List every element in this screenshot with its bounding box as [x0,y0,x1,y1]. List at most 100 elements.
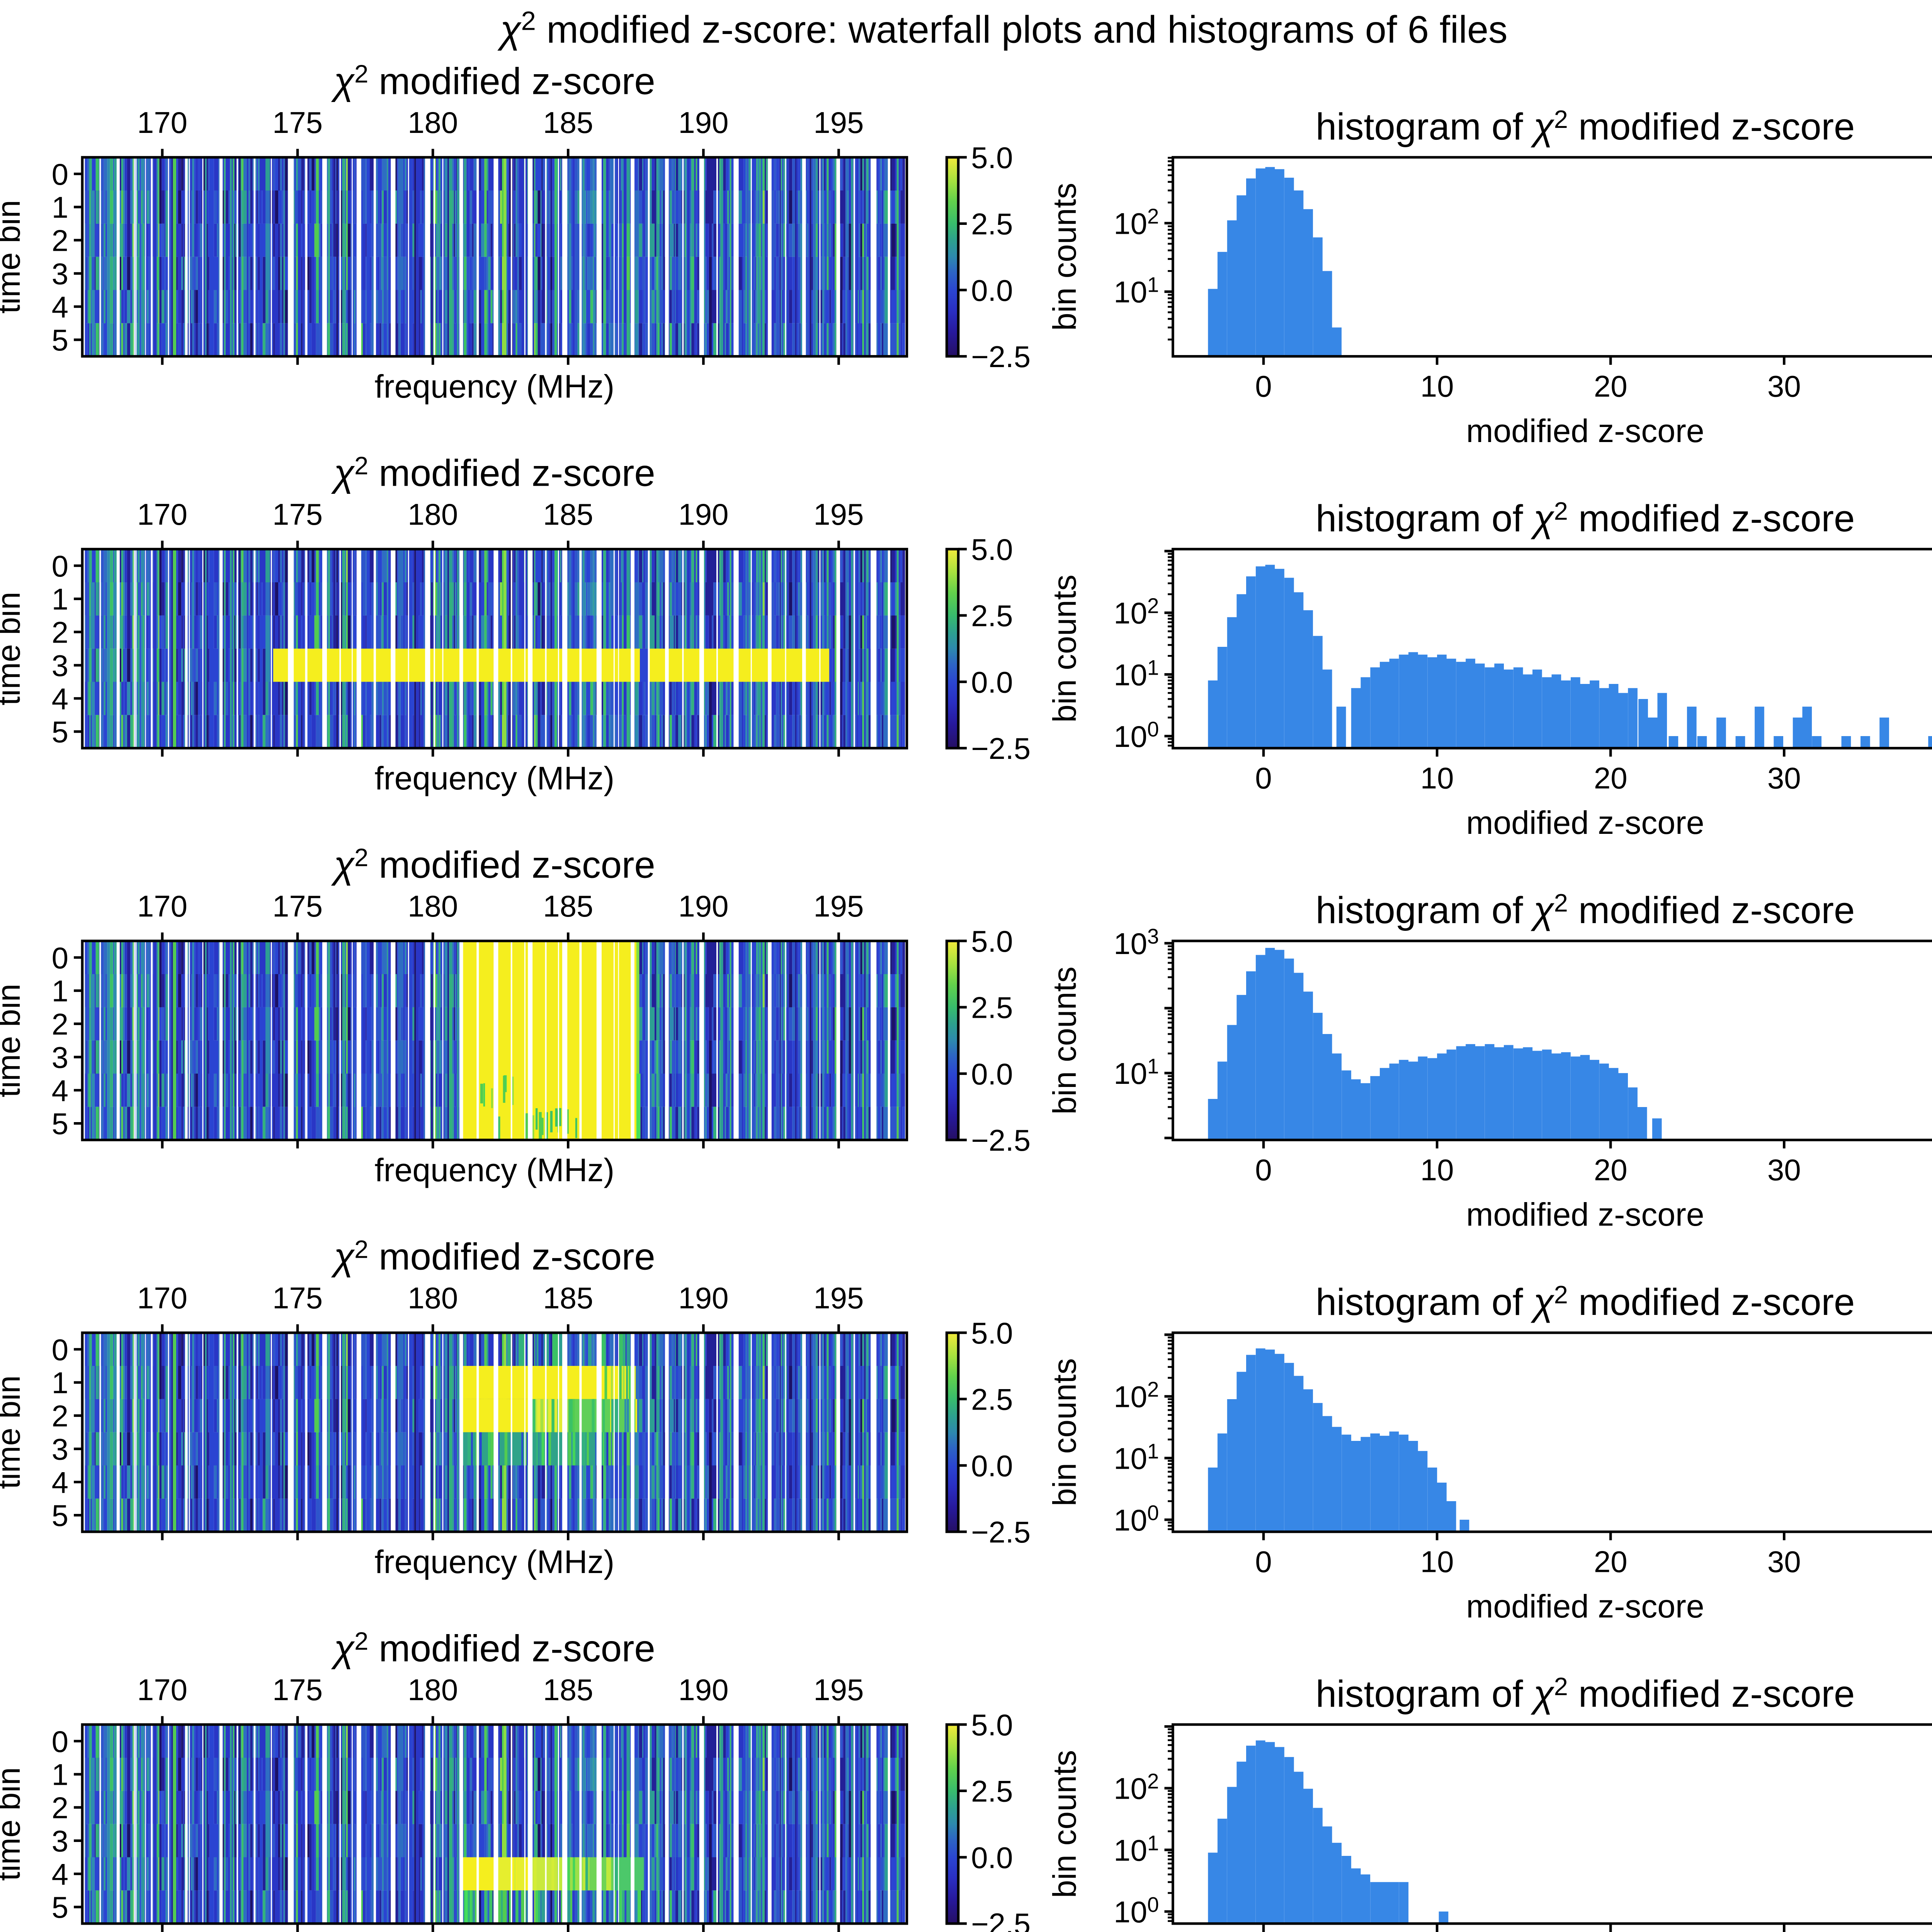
svg-text:180: 180 [408,105,458,139]
svg-text:0: 0 [1255,1545,1272,1579]
svg-text:170: 170 [137,889,187,923]
svg-text:10: 10 [1420,1545,1454,1579]
svg-text:2: 2 [52,1007,68,1041]
svg-text:5: 5 [52,1890,68,1924]
svg-text:195: 195 [813,105,864,139]
svg-text:bin counts: bin counts [1046,1750,1083,1898]
svg-text:100: 100 [1114,1893,1159,1929]
svg-text:190: 190 [678,889,728,923]
svg-text:0: 0 [1255,761,1272,795]
svg-text:10: 10 [1420,1153,1454,1187]
svg-text:1: 1 [52,1758,68,1792]
svg-text:4: 4 [52,1857,68,1891]
svg-text:4: 4 [52,1073,68,1107]
svg-text:2: 2 [52,1399,68,1433]
svg-text:χ2 modified z-score: χ2 modified z-score [331,60,655,102]
svg-text:χ2 modified z-score: χ2 modified z-score [331,1627,655,1669]
svg-text:3: 3 [52,1432,68,1466]
svg-text:χ2 modified z-score: χ2 modified z-score [331,843,655,886]
svg-text:175: 175 [272,889,323,923]
svg-text:5.0: 5.0 [971,1708,1013,1742]
svg-text:101: 101 [1114,273,1159,309]
svg-text:time bin: time bin [0,200,27,313]
svg-text:180: 180 [408,1673,458,1707]
svg-text:175: 175 [272,497,323,531]
svg-text:4: 4 [52,1465,68,1499]
svg-text:195: 195 [813,1673,864,1707]
svg-text:30: 30 [1767,761,1801,795]
svg-text:2: 2 [52,224,68,258]
svg-text:190: 190 [678,1281,728,1315]
svg-text:195: 195 [813,497,864,531]
svg-text:1: 1 [52,1366,68,1400]
svg-text:histogram of χ2 modified z-sco: histogram of χ2 modified z-score [1316,1672,1855,1715]
svg-text:20: 20 [1594,369,1628,403]
svg-text:time bin: time bin [0,984,27,1097]
svg-text:185: 185 [543,497,593,531]
svg-text:0: 0 [52,1333,68,1367]
svg-text:10: 10 [1420,761,1454,795]
svg-text:0: 0 [52,549,68,583]
svg-text:χ2 modified z-score: χ2 modified z-score [331,1235,655,1277]
svg-text:2: 2 [52,1791,68,1825]
svg-text:0.0: 0.0 [971,1841,1013,1875]
svg-text:histogram of χ2 modified z-sco: histogram of χ2 modified z-score [1316,105,1855,148]
svg-text:3: 3 [52,257,68,291]
svg-text:180: 180 [408,889,458,923]
svg-text:1: 1 [52,582,68,616]
svg-text:modified z-score: modified z-score [1466,804,1704,841]
svg-text:time bin: time bin [0,592,27,705]
svg-text:histogram of χ2 modified z-sco: histogram of χ2 modified z-score [1316,497,1855,539]
svg-text:30: 30 [1767,1545,1801,1579]
svg-text:histogram of χ2 modified z-sco: histogram of χ2 modified z-score [1316,889,1855,931]
svg-text:175: 175 [272,1673,323,1707]
svg-text:10: 10 [1420,369,1454,403]
svg-text:20: 20 [1594,1153,1628,1187]
svg-text:bin counts: bin counts [1046,575,1083,723]
svg-text:0.0: 0.0 [971,274,1013,308]
svg-text:2.5: 2.5 [971,1774,1013,1808]
svg-text:5: 5 [52,715,68,749]
svg-text:bin counts: bin counts [1046,1358,1083,1506]
svg-text:102: 102 [1114,1770,1159,1806]
svg-text:195: 195 [813,889,864,923]
svg-text:frequency (MHz): frequency (MHz) [374,1544,614,1580]
svg-text:5: 5 [52,323,68,357]
svg-text:frequency (MHz): frequency (MHz) [374,368,614,405]
svg-text:frequency (MHz): frequency (MHz) [374,1152,614,1188]
svg-text:0.0: 0.0 [971,665,1013,699]
svg-text:1: 1 [52,974,68,1008]
svg-text:185: 185 [543,1281,593,1315]
svg-text:180: 180 [408,1281,458,1315]
svg-text:modified z-score: modified z-score [1466,1588,1704,1624]
svg-text:−2.5: −2.5 [971,1123,1031,1157]
svg-text:0.0: 0.0 [971,1449,1013,1483]
svg-text:185: 185 [543,889,593,923]
svg-text:2.5: 2.5 [971,1383,1013,1417]
svg-text:0: 0 [1255,369,1272,403]
svg-text:0: 0 [1255,1153,1272,1187]
svg-text:bin counts: bin counts [1046,183,1083,331]
svg-text:5.0: 5.0 [971,1316,1013,1350]
svg-text:frequency (MHz): frequency (MHz) [374,760,614,796]
svg-text:170: 170 [137,1673,187,1707]
svg-text:5.0: 5.0 [971,924,1013,958]
svg-text:χ2 modified z-score: waterfall: χ2 modified z-score: waterfall plots and… [497,6,1507,51]
svg-text:170: 170 [137,497,187,531]
svg-text:0: 0 [52,157,68,191]
svg-text:modified z-score: modified z-score [1466,1196,1704,1233]
svg-text:5: 5 [52,1107,68,1141]
svg-text:histogram of χ2 modified z-sco: histogram of χ2 modified z-score [1316,1281,1855,1323]
svg-text:−2.5: −2.5 [971,1515,1031,1549]
svg-text:3: 3 [52,1824,68,1858]
svg-text:2.5: 2.5 [971,599,1013,633]
svg-text:170: 170 [137,105,187,139]
svg-text:1: 1 [52,190,68,224]
svg-text:5.0: 5.0 [971,141,1013,175]
svg-text:30: 30 [1767,1153,1801,1187]
svg-text:190: 190 [678,1673,728,1707]
svg-text:20: 20 [1594,1545,1628,1579]
svg-text:5.0: 5.0 [971,532,1013,566]
svg-text:−2.5: −2.5 [971,731,1031,765]
svg-text:190: 190 [678,105,728,139]
